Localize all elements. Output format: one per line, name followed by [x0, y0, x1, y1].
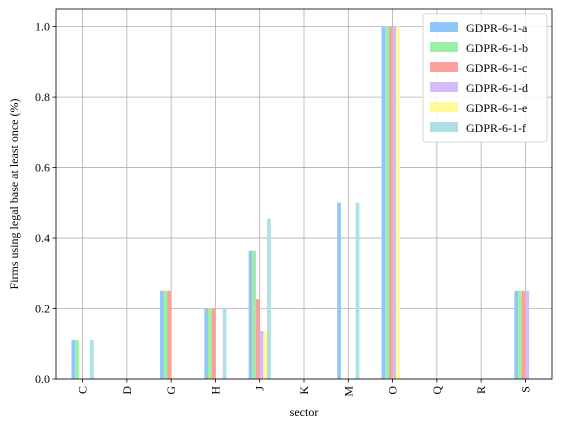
legend-swatch: [430, 42, 458, 52]
y-tick-label: 0.8: [35, 90, 50, 104]
x-tick-label: C: [76, 386, 90, 394]
legend-swatch: [430, 102, 458, 112]
y-tick-label: 1.0: [35, 20, 50, 34]
bar-GDPR-6-1-a-O: [381, 26, 386, 379]
legend-entry: GDPR-6-1-f: [466, 121, 526, 135]
legend-entry: GDPR-6-1-e: [466, 101, 527, 115]
x-tick-label: G: [164, 386, 178, 395]
bar-GDPR-6-1-c-S: [521, 290, 526, 379]
y-tick-label: 0.2: [35, 302, 50, 316]
x-tick-label: D: [120, 386, 134, 395]
bar-GDPR-6-1-a-S: [514, 290, 519, 379]
bar-GDPR-6-1-b-J: [252, 250, 257, 379]
bar-GDPR-6-1-b-H: [208, 308, 212, 379]
x-tick-label: H: [208, 386, 222, 395]
x-tick-label: R: [474, 386, 488, 394]
bar-GDPR-6-1-b-C: [75, 339, 79, 379]
bar-GDPR-6-1-f-M: [355, 202, 360, 379]
x-tick-label: K: [297, 386, 311, 395]
bar-GDPR-6-1-b-S: [518, 290, 522, 379]
bar-GDPR-6-1-a-G: [160, 290, 164, 379]
bar-GDPR-6-1-b-G: [163, 290, 168, 379]
bar-GDPR-6-1-f-J: [267, 218, 271, 379]
bar-GDPR-6-1-e-J: [263, 331, 268, 379]
y-tick-label: 0.6: [35, 161, 50, 175]
y-axis-ticks: 0.0 0.2 0.4 0.6 0.8 1.0: [35, 20, 56, 386]
bar-GDPR-6-1-c-H: [211, 308, 216, 379]
legend-entry: GDPR-6-1-a: [466, 21, 528, 35]
bar-GDPR-6-1-a-C: [71, 339, 76, 379]
legend-entry: GDPR-6-1-c: [466, 61, 527, 75]
bar-GDPR-6-1-a-J: [248, 250, 253, 379]
legend-swatch: [430, 62, 458, 72]
legend-entry: GDPR-6-1-b: [466, 41, 528, 55]
legend-swatch: [430, 22, 458, 32]
bar-GDPR-6-1-c-G: [167, 290, 172, 379]
bar-GDPR-6-1-f-C: [89, 339, 94, 379]
bars: [71, 26, 530, 379]
x-tick-label: S: [518, 386, 532, 393]
bar-GDPR-6-1-c-J: [256, 299, 260, 379]
x-tick-label: J: [253, 386, 267, 391]
y-tick-label: 0.0: [35, 372, 50, 386]
y-axis-label: Firms using legal base at least once (%): [7, 99, 21, 290]
legend-entry: GDPR-6-1-d: [466, 81, 528, 95]
legend: GDPR-6-1-a GDPR-6-1-b GDPR-6-1-c GDPR-6-1-d…: [422, 13, 548, 143]
bar-GDPR-6-1-e-O: [396, 26, 400, 379]
bar-GDPR-6-1-d-J: [259, 331, 264, 379]
x-tick-label: M: [341, 386, 355, 397]
legend-swatch: [430, 82, 458, 92]
x-tick-label: Q: [430, 386, 444, 395]
bar-GDPR-6-1-a-H: [204, 308, 209, 379]
x-axis-label: sector: [290, 405, 319, 419]
x-tick-label: O: [386, 386, 400, 395]
bar-GDPR-6-1-d-O: [392, 26, 397, 379]
bar-GDPR-6-1-c-O: [388, 26, 393, 379]
legend-swatch: [430, 122, 458, 132]
bar-GDPR-6-1-b-O: [385, 26, 389, 379]
y-tick-label: 0.4: [35, 231, 50, 245]
bar-GDPR-6-1-d-S: [525, 290, 530, 379]
bar-GDPR-6-1-f-H: [222, 308, 227, 379]
bar-GDPR-6-1-a-M: [337, 202, 341, 379]
